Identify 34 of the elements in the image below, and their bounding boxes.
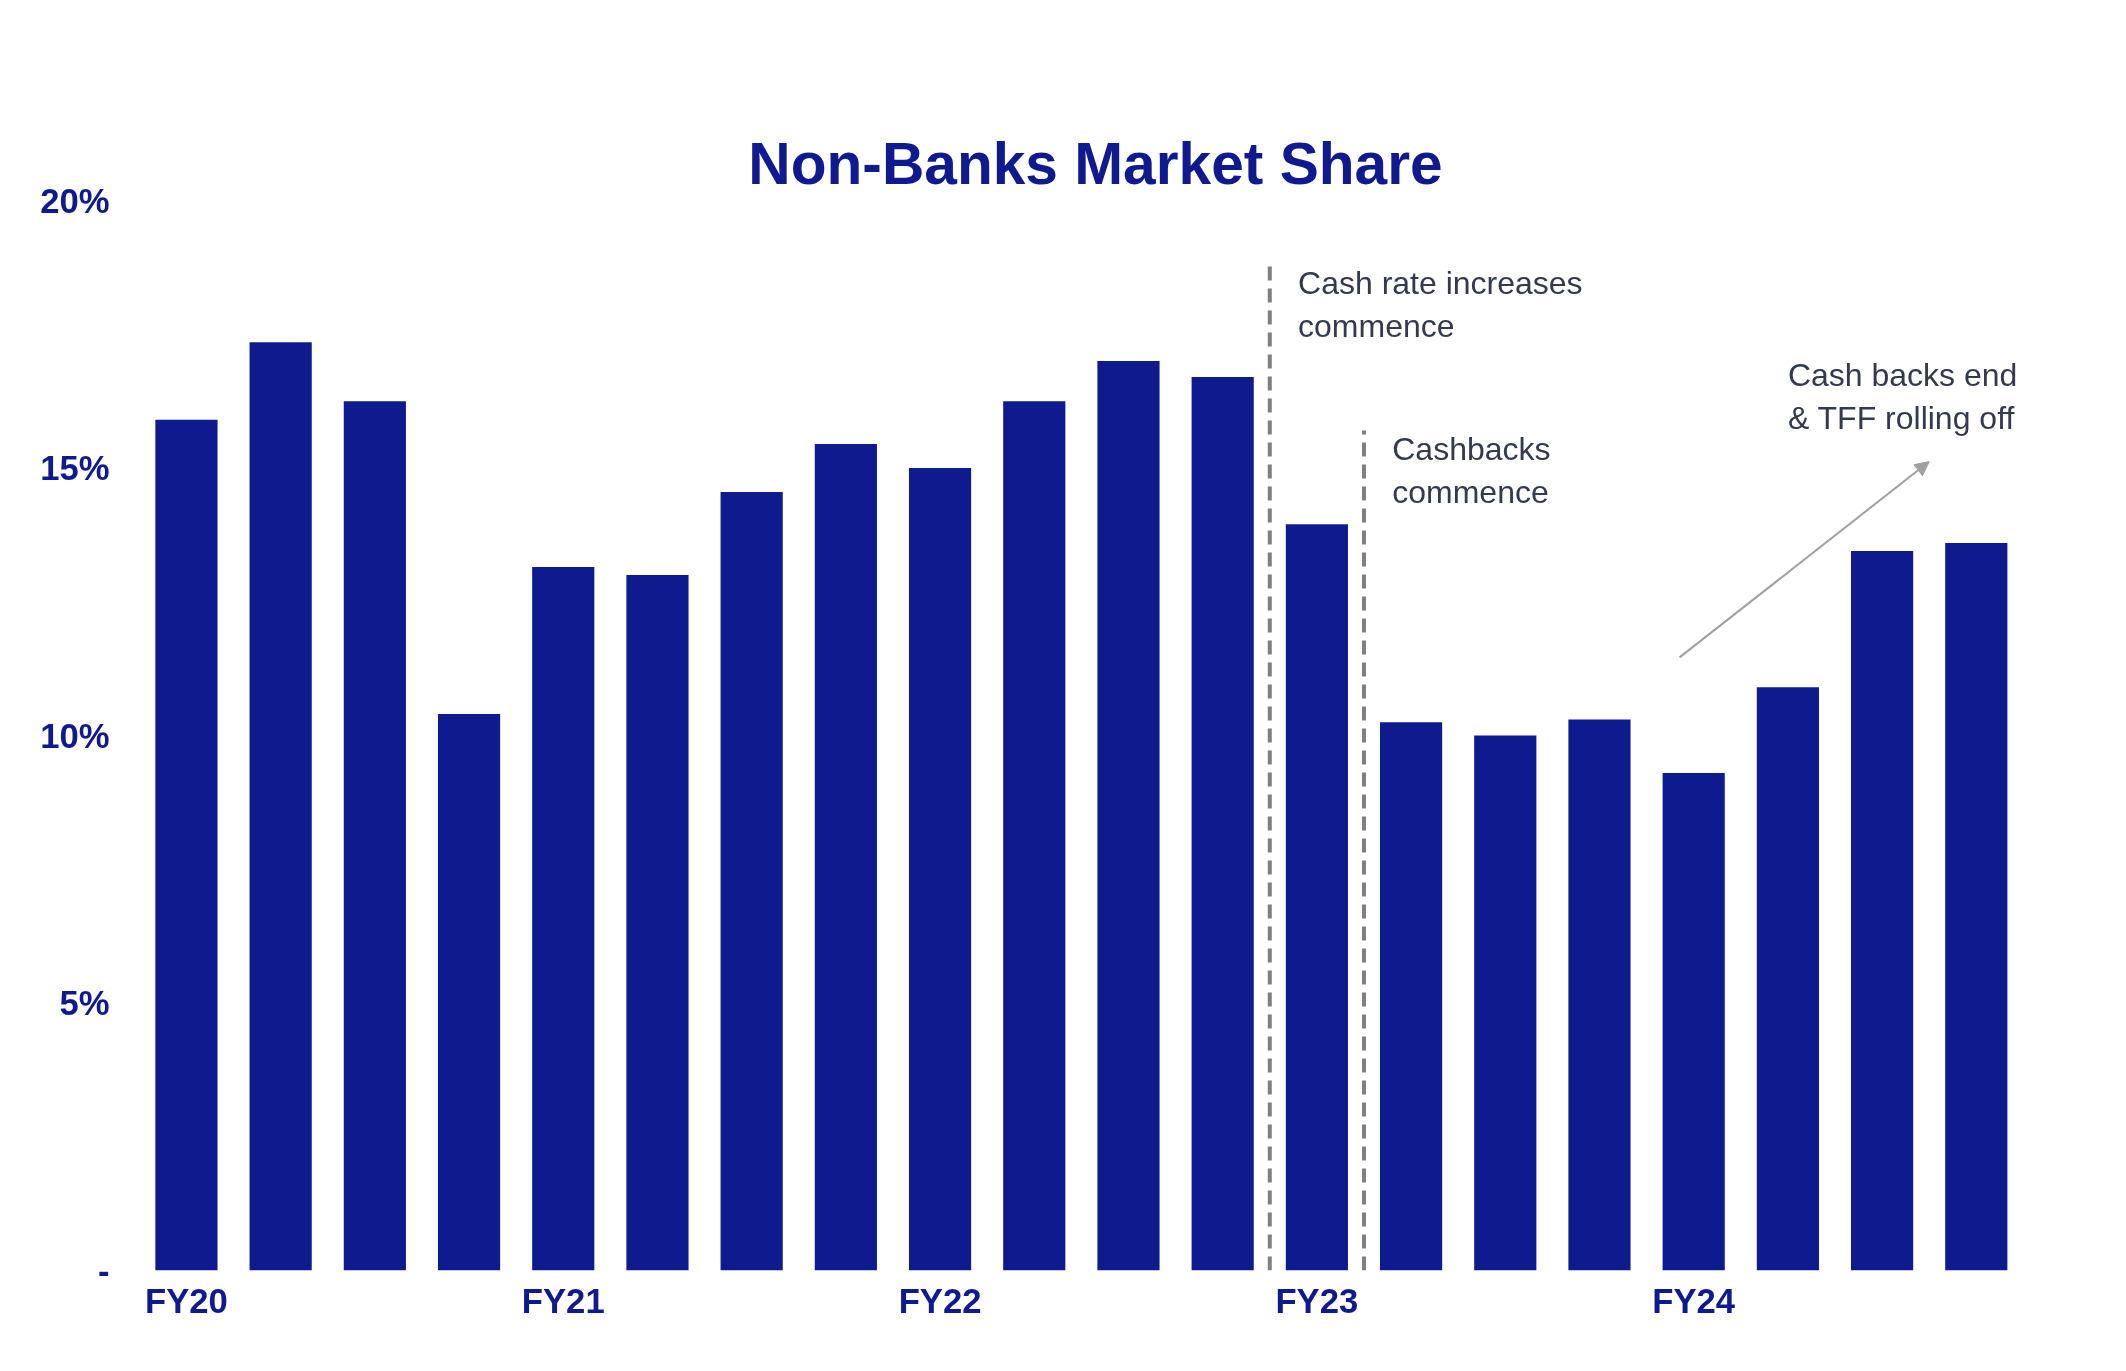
x-tick-label: FY23 xyxy=(1275,1281,1359,1320)
bar xyxy=(908,468,972,1271)
annotation: Cash rate increases commence xyxy=(1298,264,1583,344)
bar xyxy=(249,342,312,1271)
bar xyxy=(1097,361,1160,1271)
bar xyxy=(720,492,783,1271)
x-tick-label: FY24 xyxy=(1652,1281,1736,1320)
bar xyxy=(626,575,689,1271)
bar xyxy=(437,714,501,1271)
x-tick-label: FY22 xyxy=(898,1281,982,1320)
y-tick-label: 20% xyxy=(40,181,110,220)
annotation: Cash backs end & TFF rolling off xyxy=(1787,356,2018,436)
x-tick-label: FY21 xyxy=(521,1281,605,1320)
chart-title: Non-Banks Market Share xyxy=(748,130,1443,196)
bar xyxy=(814,443,877,1271)
bar xyxy=(1945,542,2008,1271)
bar xyxy=(1851,550,1914,1271)
annotation: Cashbacks commence xyxy=(1392,430,1551,510)
bar xyxy=(1474,735,1537,1271)
bar xyxy=(1568,719,1631,1271)
bar xyxy=(1285,524,1348,1271)
bar xyxy=(1191,377,1254,1271)
bar xyxy=(1662,772,1725,1271)
y-tick-label: 5% xyxy=(59,984,110,1022)
x-tick-label: FY20 xyxy=(145,1281,228,1320)
bar xyxy=(1379,722,1443,1271)
bar xyxy=(1003,401,1066,1271)
bar xyxy=(155,419,218,1271)
bar xyxy=(343,401,406,1271)
y-tick-label: 10% xyxy=(40,716,110,755)
y-tick-label: 15% xyxy=(40,449,110,487)
bar xyxy=(1756,687,1819,1271)
y-tick-label: - xyxy=(97,1251,110,1290)
bar xyxy=(532,566,595,1271)
